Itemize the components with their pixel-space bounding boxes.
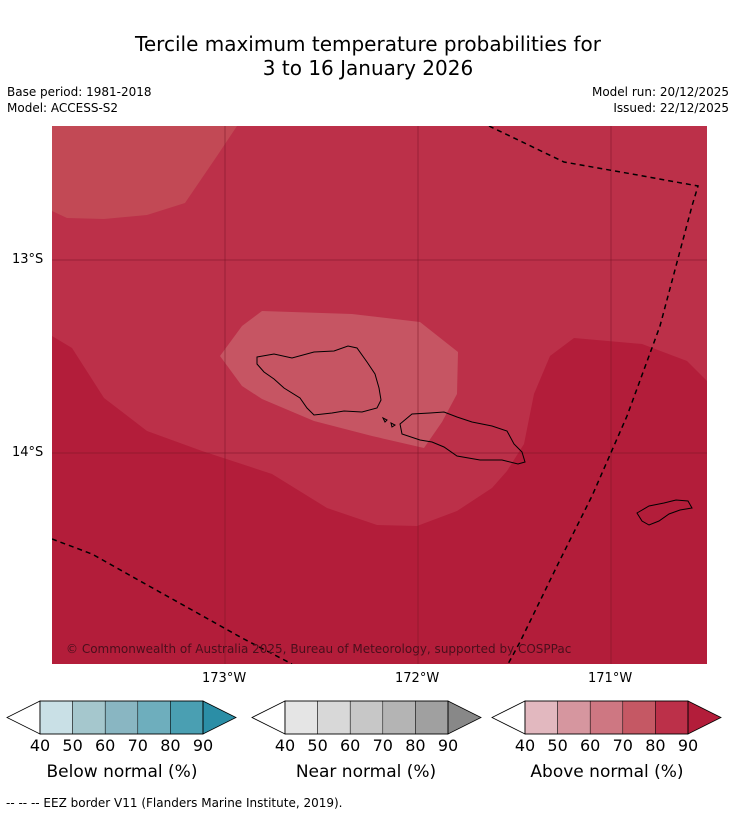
- copyright-notice: © Commonwealth of Australia 2025, Bureau…: [66, 642, 571, 656]
- legend-near-normal-above-90: [447, 700, 482, 735]
- legend-below-normal-swatch-60: [104, 700, 139, 735]
- legend-near-normal-swatch-80: [415, 700, 449, 735]
- lon-label-171w: 171°W: [588, 671, 633, 686]
- legend-near-normal-tick-40: 40: [274, 736, 296, 755]
- model-run: Model run: 20/12/2025: [591, 85, 729, 99]
- island-manono: [381, 416, 388, 423]
- map-svg: © Commonwealth of Australia 2025, Bureau…: [52, 126, 707, 664]
- legend-above-normal-tick-80: 80: [645, 736, 666, 755]
- legend-above-normal-outline: [524, 700, 689, 735]
- legend-above-normal-tick-70: 70: [612, 736, 633, 755]
- legend-above-normal-swatch-70: [622, 700, 656, 735]
- legend-near-normal-bar: [251, 700, 482, 735]
- lon-label-173w: 173°W: [202, 671, 247, 686]
- title-line-2: 3 to 16 January 2026: [262, 56, 474, 80]
- legend-below-normal-swatch-80: [170, 700, 204, 735]
- legend-above-normal-below-40: [491, 700, 526, 735]
- legend-above-normal-tick-50: 50: [547, 736, 568, 755]
- legend-below-normal-tick-60: 60: [95, 736, 116, 755]
- legend-above-normal-swatch-50: [557, 700, 591, 735]
- legend-below-normal-bar: [6, 700, 237, 735]
- legend-above-normal-swatch-80: [655, 700, 689, 735]
- base-period: Base period: 1981-2018: [7, 85, 152, 99]
- legend-below-normal-tick-50: 50: [62, 736, 83, 755]
- legend-below-normal-tick-90: 90: [192, 736, 214, 755]
- legend-below-normal-swatch-40: [39, 700, 73, 735]
- legend-near-normal-swatch-40: [284, 700, 318, 735]
- legend-near-normal-tick-80: 80: [405, 736, 426, 755]
- coastlines: [256, 345, 693, 526]
- legend-near-normal-title: Near normal (%): [295, 762, 437, 782]
- lat-label-14s: 14°S: [12, 445, 44, 460]
- probability-map: © Commonwealth of Australia 2025, Bureau…: [52, 126, 707, 664]
- legend-below-normal-tick-40: 40: [29, 736, 51, 755]
- legend-above-normal-tick-40: 40: [514, 736, 536, 755]
- legend-above-normal-swatch-40: [524, 700, 558, 735]
- legend-above-normal-above-90: [687, 700, 722, 735]
- legend-near-normal-below-40: [251, 700, 286, 735]
- island-savaii: [256, 345, 382, 416]
- legend-near-normal-tick-60: 60: [340, 736, 361, 755]
- legend-below-normal-above-90: [202, 700, 237, 735]
- region-60-70-center: [220, 311, 458, 448]
- legend-above-normal-swatch-60: [589, 700, 624, 735]
- eez-footnote: -- -- -- EEZ border V11 (Flanders Marine…: [6, 796, 343, 810]
- region-60-70-northwest: [52, 126, 237, 219]
- eez-border: [52, 126, 699, 664]
- eez-border-southwest: [52, 538, 293, 664]
- graticule: [52, 126, 707, 664]
- legend-colorbars: [6, 700, 722, 735]
- issued-date: Issued: 22/12/2025: [613, 101, 729, 115]
- model-name: Model: ACCESS-S2: [7, 101, 119, 115]
- legend-below-normal-title: Below normal (%): [46, 762, 198, 782]
- legend-near-normal-tick-50: 50: [307, 736, 328, 755]
- legend-below-normal-outline: [39, 700, 204, 735]
- legend-near-normal-swatch-70: [382, 700, 416, 735]
- legend-above-normal-tick-90: 90: [677, 736, 699, 755]
- legend-above-normal-tick-60: 60: [580, 736, 601, 755]
- island-tutuila: [636, 499, 693, 526]
- legend-near-normal-tick-90: 90: [437, 736, 459, 755]
- legend-near-normal-tick-70: 70: [372, 736, 393, 755]
- legend-below-normal-swatch-50: [72, 700, 106, 735]
- lon-label-172w: 172°W: [395, 671, 440, 686]
- island-apolima: [390, 422, 396, 428]
- legend-above-normal-bar: [491, 700, 722, 735]
- legend-above-normal-title: Above normal (%): [530, 762, 684, 782]
- legend-below-normal-tick-70: 70: [127, 736, 148, 755]
- island-upolu: [399, 411, 526, 465]
- title-line-1: Tercile maximum temperature probabilitie…: [135, 32, 601, 56]
- legend-near-normal-swatch-60: [349, 700, 384, 735]
- eez-border-east: [488, 126, 699, 664]
- legend-below-normal-tick-80: 80: [160, 736, 181, 755]
- legend-below-normal-swatch-70: [137, 700, 171, 735]
- legend-below-normal-below-40: [6, 700, 41, 735]
- lat-label-13s: 13°S: [12, 252, 44, 267]
- legend-near-normal-outline: [284, 700, 449, 735]
- legend-near-normal-swatch-50: [317, 700, 351, 735]
